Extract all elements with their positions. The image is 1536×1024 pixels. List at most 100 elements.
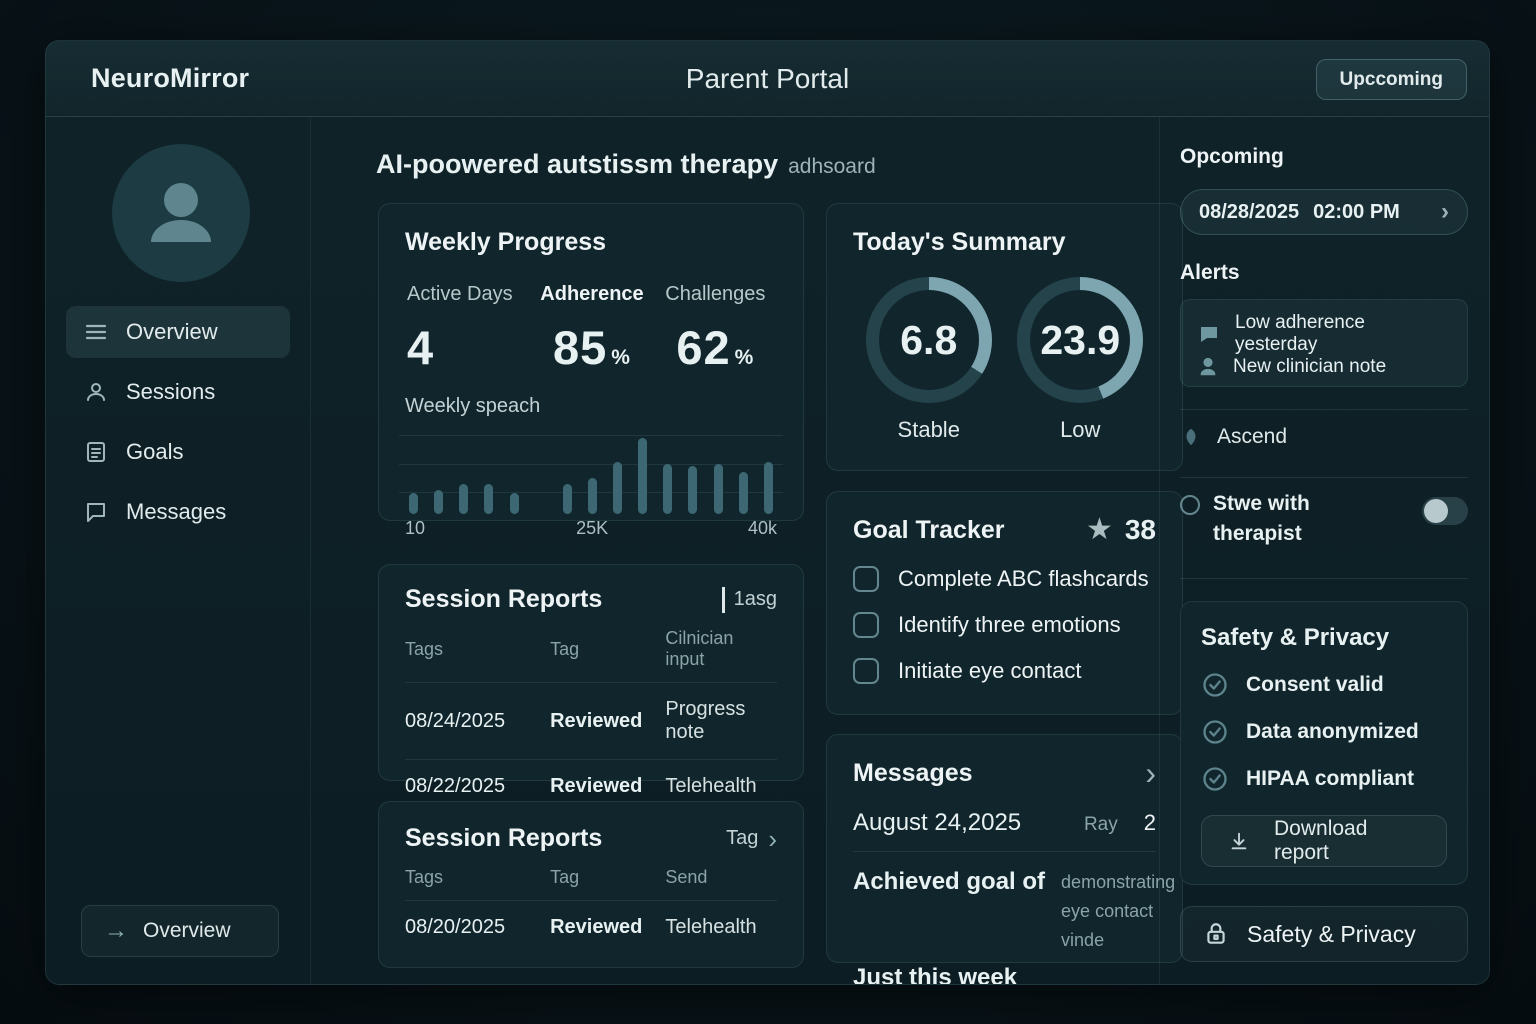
message-sender: Ray [1083, 814, 1118, 835]
checkbox[interactable] [853, 612, 879, 638]
session-reports-card-1: Session Reports 1asg Tags Tag Cilnician … [378, 564, 804, 797]
safety-privacy-footer-label: Safety & Privacy [1247, 920, 1416, 947]
chat-bubble-icon [1197, 322, 1221, 346]
x-tick: 25K [576, 518, 609, 538]
sidebar-item-overview[interactable]: Overview [66, 306, 290, 358]
download-report-button[interactable]: Download report [1201, 815, 1447, 867]
appointment-time: 02:00 PM [1313, 200, 1400, 223]
download-report-label: Download report [1274, 817, 1368, 864]
share-toggle-label: Stwe with therapist [1213, 492, 1310, 546]
gridline [399, 434, 783, 436]
person-icon [83, 379, 109, 405]
avatar [112, 144, 250, 282]
chat-icon [83, 499, 109, 525]
session-reports-action[interactable]: 1asg [721, 586, 777, 613]
share-toggle[interactable] [1422, 497, 1468, 525]
x-axis-ticks: 10 25K 40k [405, 518, 777, 542]
table-row[interactable]: 08/24/2025 Reviewed Progress note [405, 682, 777, 759]
cell-status: Reviewed [550, 775, 643, 797]
x-tick: 40k [747, 518, 777, 538]
message-count-badge: 2 [1143, 810, 1156, 835]
sidebar-item-label: Goals [126, 439, 184, 464]
star-icon: ★ [1085, 513, 1113, 546]
gauge-label: Stable [897, 417, 960, 442]
sidebar-item-sessions[interactable]: Sessions [66, 366, 290, 418]
table-header: Tags Tag Send [405, 867, 777, 900]
stat-active-days: Active Days 4 [405, 283, 530, 375]
sidebar-item-messages[interactable]: Messages [66, 486, 290, 538]
goal-tracker-title: Goal Tracker [853, 515, 1005, 544]
goal-item[interactable]: Initiate eye contact [853, 658, 1156, 684]
safety-label: HIPAA compliant [1246, 767, 1415, 790]
stat-label: Active Days [407, 283, 513, 305]
stat-challenges: Challenges 62% [654, 283, 777, 375]
goal-tracker-card: Goal Tracker ★ 38 Complete ABC flashcard… [826, 491, 1183, 715]
column-header: Cilnician input [665, 628, 734, 669]
chevron-right-icon[interactable]: › [1145, 755, 1156, 791]
gauge-value: 6.8 [900, 316, 958, 363]
message-meta-row[interactable]: August 24,2025 Ray 2 [853, 809, 1156, 852]
table-row[interactable]: 08/20/2025 Reviewed Telehealth [405, 900, 777, 954]
chart-bar [509, 492, 519, 514]
safety-privacy-footer-button[interactable]: Safety & Privacy [1180, 906, 1468, 962]
cell-status: Reviewed [550, 709, 643, 732]
alert-item[interactable]: New clinician note [1197, 356, 1451, 378]
stat-value: 62 [676, 321, 731, 374]
gauge-label: Low [1060, 417, 1101, 442]
message-date: August 24,2025 [853, 809, 1022, 836]
upcoming-button[interactable]: Upccoming [1315, 59, 1467, 100]
chart-bar [688, 465, 698, 514]
sidebar-item-label: Messages [126, 499, 227, 524]
safety-item: Consent valid [1201, 671, 1447, 699]
goal-item[interactable]: Identify three emotions [853, 612, 1156, 638]
dashboard-title: AI-poowered autstissm therapy adhsoard [376, 149, 876, 180]
radio-circle-icon[interactable] [1180, 495, 1200, 515]
message-body: Achieved goal of demonstrating eye conta… [853, 868, 1175, 954]
ascend-label: Ascend [1217, 425, 1288, 448]
checkbox[interactable] [853, 658, 879, 684]
right-panel: Opcoming 08/28/2025 02:00 PM › Alerts Lo… [1159, 117, 1489, 984]
ascend-item[interactable]: Ascend [1180, 425, 1287, 449]
download-icon [1228, 830, 1250, 852]
goal-label: Complete ABC flashcards [898, 566, 1149, 591]
sidebar-nav: Overview Sessions Goals [66, 306, 290, 546]
overview-footer-label: Overview [143, 919, 231, 942]
stat-value: 4 [407, 321, 435, 374]
stat-suffix: % [734, 346, 755, 369]
checkbox[interactable] [853, 566, 879, 592]
dashboard-title-suffix: adhsoard [788, 155, 876, 178]
alerts-card: Low adherence yesterday New clinician no… [1180, 299, 1468, 387]
cell-date: 08/24/2025 [405, 709, 506, 732]
goal-item[interactable]: Complete ABC flashcards [853, 566, 1156, 592]
check-circle-icon [1201, 765, 1229, 793]
chart-bar [738, 471, 748, 514]
divider [1180, 578, 1468, 579]
alert-label: New clinician note [1233, 356, 1387, 377]
overview-footer-button[interactable]: → Overview [81, 905, 279, 957]
chevron-right-icon: › [768, 823, 777, 854]
arrow-right-icon: → [104, 917, 128, 944]
weekly-speech-label: Weekly speach [405, 395, 541, 417]
appointment-chip[interactable]: 08/28/2025 02:00 PM › [1180, 189, 1468, 235]
cell-date: 08/20/2025 [405, 916, 506, 938]
cell-note: Progress note [665, 698, 746, 743]
chart-bar [484, 483, 494, 514]
safety-label: Consent valid [1246, 673, 1384, 696]
chart-bar [638, 438, 648, 514]
session-reports-tag-action[interactable]: Tag › [726, 826, 777, 852]
cell-status: Reviewed [550, 916, 643, 938]
sidebar-item-goals[interactable]: Goals [66, 426, 290, 478]
chevron-right-icon: › [1441, 198, 1449, 225]
chart-bar [612, 462, 622, 514]
session-reports-action-label: 1asg [733, 588, 777, 610]
table-row[interactable]: 08/22/2025 Reviewed Telehealth [405, 759, 777, 813]
upcoming-heading: Opcoming [1180, 145, 1284, 168]
page-title: Parent Portal [685, 62, 850, 94]
weekly-progress-card: Weekly Progress Active Days 4 Adherence … [378, 203, 804, 538]
alert-item[interactable]: Low adherence yesterday [1197, 312, 1451, 356]
chart-bar [459, 483, 469, 514]
document-icon [83, 439, 109, 465]
goal-score-value: 38 [1124, 514, 1156, 545]
safety-privacy-title: Safety & Privacy [1201, 624, 1390, 651]
table-header: Tags Tag Cilnician input [405, 628, 777, 682]
